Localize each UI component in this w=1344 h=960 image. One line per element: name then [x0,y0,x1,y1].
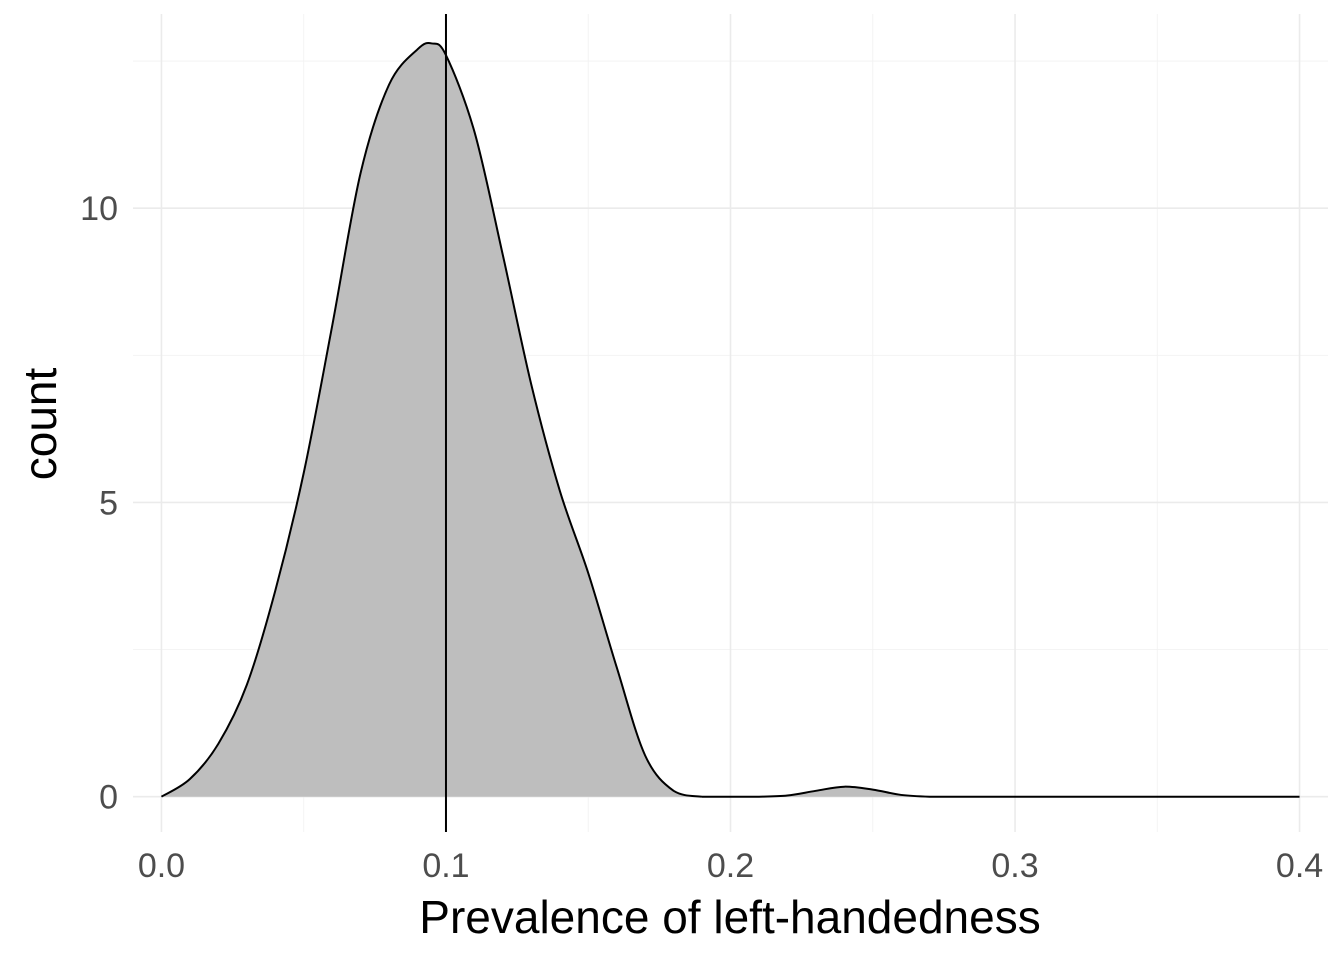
x-tick-label: 0.3 [991,847,1038,885]
tick-labels: 0.0 0.1 0.2 0.3 0.4 0 5 10 [80,190,1323,885]
x-tick-label: 0.0 [138,847,185,885]
x-tick-label: 0.4 [1276,847,1323,885]
y-tick-label: 10 [80,190,118,228]
y-axis-title: count [14,368,66,481]
density-outline [160,41,1300,798]
y-tick-label: 0 [99,779,118,817]
x-axis-title: Prevalence of left-handedness [419,891,1040,943]
y-tick-label: 5 [99,484,118,522]
x-tick-label: 0.2 [707,847,754,885]
x-tick-label: 0.1 [422,847,469,885]
